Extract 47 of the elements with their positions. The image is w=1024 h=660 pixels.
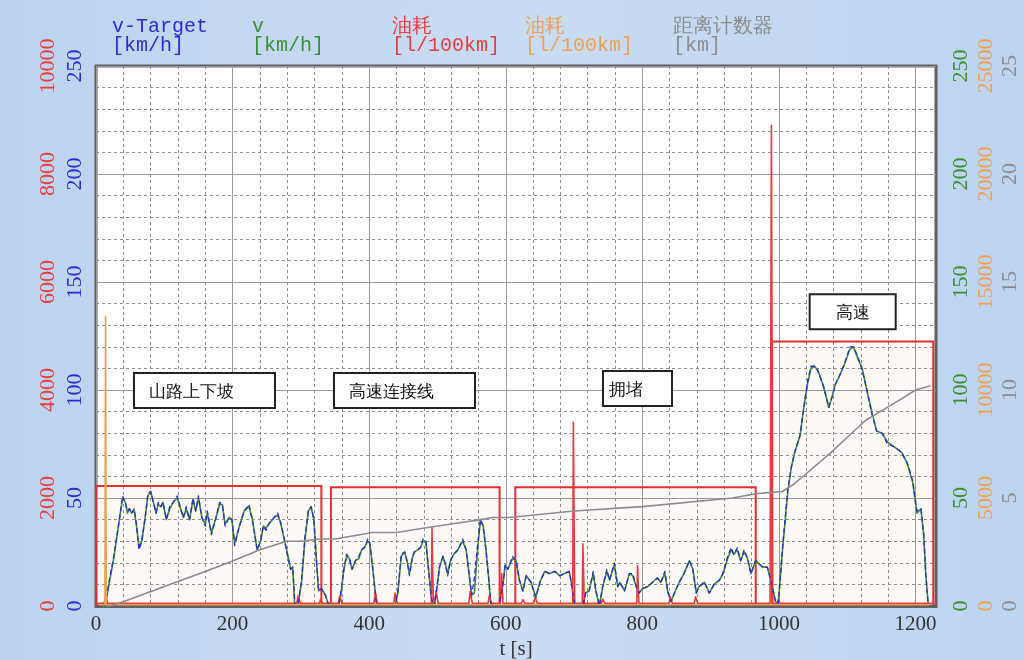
y2-tick-label: 15 [995, 271, 1021, 293]
y-tick-label: 250 [946, 49, 972, 83]
x-axis-title: t [s] [499, 636, 533, 660]
y2-tick-label: 8000 [33, 152, 59, 196]
x-tick-label: 400 [353, 610, 385, 635]
text: 油耗 [l/100km] [524, 14, 634, 57]
x-tick-label: 200 [216, 610, 249, 635]
y-tick-label: 0 [971, 600, 997, 612]
y-tick-label: 5000 [971, 476, 997, 520]
text: 距离计数器 [km] [673, 14, 773, 57]
x-tick-label: 1000 [757, 610, 800, 635]
y-tick-label: 150 [946, 265, 972, 299]
y-tick-label: 20000 [971, 146, 997, 202]
y2-tick-label: 25 [995, 55, 1021, 77]
y3-tick-label: 0 [60, 600, 86, 612]
y2-tick-label: 0 [33, 600, 59, 612]
x-tick-label: 800 [626, 610, 659, 635]
band-label: 高速 [835, 301, 870, 322]
x-tick-label: 0 [90, 610, 102, 635]
y3-tick-label: 200 [60, 157, 86, 191]
y2-tick-label: 0 [995, 600, 1021, 612]
y3-tick-label: 250 [60, 49, 86, 83]
text: 油耗 [l/100km] [392, 14, 501, 57]
x-tick-label: 1200 [894, 610, 937, 635]
y3-tick-label: 50 [60, 487, 86, 509]
text: v [km/h] [252, 14, 325, 57]
y-tick-label: 100 [946, 373, 972, 407]
x-tick-label: 600 [490, 610, 522, 635]
y-tick-label: 200 [946, 157, 972, 191]
annotation: 高速连接线 [349, 380, 434, 401]
y-tick-label: 0 [946, 600, 972, 612]
y2-tick-label: 4000 [33, 368, 59, 412]
y-tick-label: 15000 [971, 254, 997, 310]
y3-tick-label: 100 [60, 373, 86, 407]
y2-tick-label: 10000 [33, 38, 59, 94]
text: v-Target [km/h] [112, 14, 209, 57]
y-tick-label: 25000 [971, 38, 997, 94]
y-tick-label: 50 [946, 487, 972, 509]
y2-tick-label: 5 [995, 492, 1021, 504]
y-tick-label: 10000 [971, 362, 997, 418]
y2-tick-label: 2000 [33, 476, 59, 520]
y2-tick-label: 6000 [33, 260, 59, 304]
y2-tick-label: 10 [995, 379, 1021, 401]
y2-tick-label: 20 [995, 163, 1021, 185]
annotation: 山路上下坡 [149, 380, 234, 401]
y3-tick-label: 150 [60, 265, 86, 299]
annotation: 拥堵 [609, 378, 643, 399]
